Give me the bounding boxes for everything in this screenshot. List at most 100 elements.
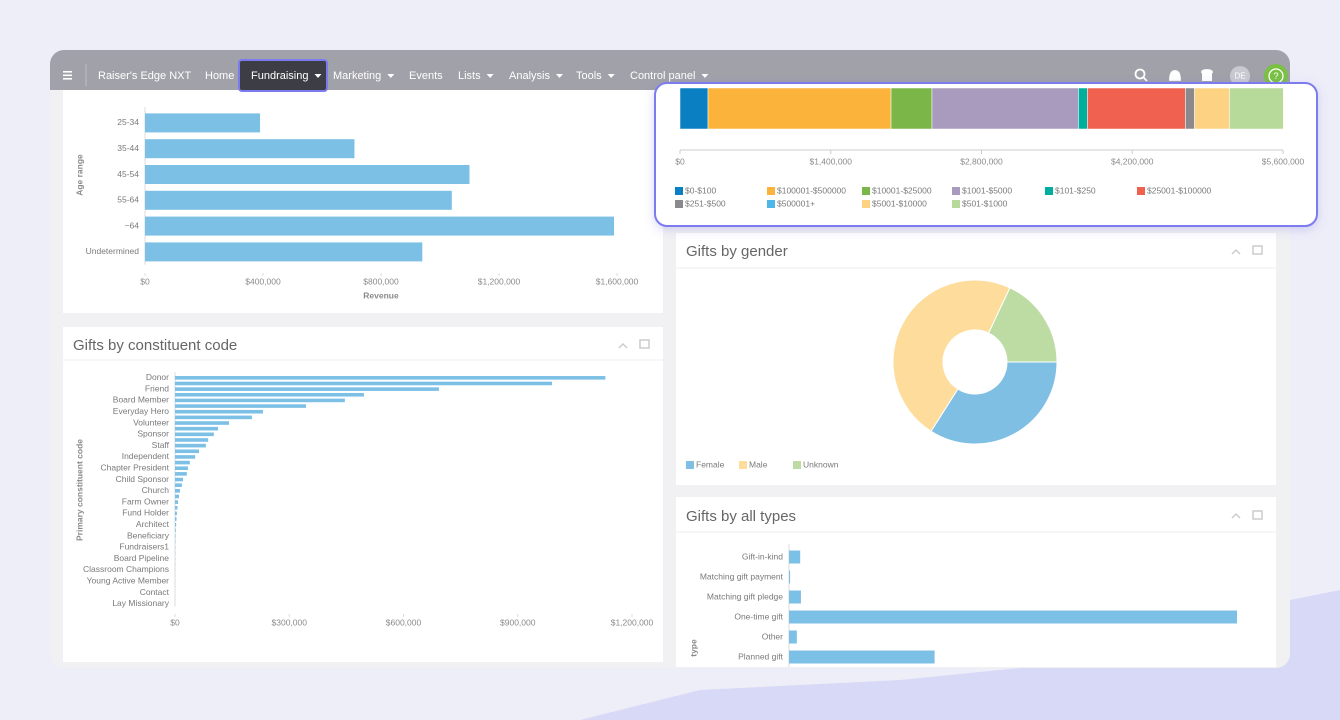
menu-icon[interactable] [63,71,72,80]
y-tick-label: Fund Holder [122,508,169,518]
legend-swatch [1137,187,1145,195]
y-tick-label: Child Sponsor [116,474,170,484]
y-tick-label: Friend [145,383,169,393]
legend-label: $101-$250 [1055,185,1096,195]
bar [175,489,180,493]
legend-label: $5001-$10000 [872,198,927,208]
nav-item[interactable]: Control panel [630,70,695,82]
bar [175,522,177,527]
x-tick-label: $0 [140,276,150,286]
nav-icons[interactable] [1134,68,1213,82]
panel [676,233,1276,485]
y-tick-label: Board Pipeline [114,553,170,563]
bar [145,216,615,236]
legend-swatch [1045,187,1053,195]
x-tick-label: $800,000 [363,276,399,286]
nav-item[interactable]: Lists [458,70,481,82]
panel-icons [618,245,1263,520]
y-tick-label: Farm Owner [122,496,169,506]
bar-segment [1194,87,1230,130]
legend-swatch [952,187,960,195]
legend-swatch [686,461,694,469]
bar [175,477,183,482]
y-tick-label: Contact [140,587,170,597]
x-tick-label: $4,200,000 [1111,156,1154,166]
bar [145,242,423,262]
nav-item[interactable]: Tools [576,70,602,82]
bar-segment [931,87,1079,130]
x-tick-label: $1,200,000 [611,617,654,627]
y-tick-label: Independent [122,451,170,461]
y-tick-label: Matching gift payment [700,571,784,581]
panel [676,497,1276,667]
y-tick-label: Volunteer [133,417,169,427]
x-tick-label: $1,200,000 [478,276,521,286]
legend-swatch [862,200,870,208]
nav-item[interactable]: Events [409,70,443,82]
bar [175,426,219,431]
bar [175,376,606,380]
panel-title: Gifts by gender [686,243,788,260]
bar [145,139,355,159]
legend-swatch [739,461,747,469]
bar [175,443,206,448]
pie-slice [892,279,1011,432]
x-tick-label: $1,400,000 [809,156,852,166]
avatar[interactable] [1230,66,1250,86]
legend-label: Unknown [803,459,839,469]
y-tick-label: Gift-in-kind [742,551,783,561]
legend-label: $1001-$5000 [962,185,1012,195]
bar-segment [1078,87,1088,130]
bar [175,404,307,408]
legend-swatch [675,187,683,195]
x-tick-label: $2,800,000 [960,156,1003,166]
x-tick-label: $5,600,000 [1262,156,1305,166]
bar [175,421,230,425]
legend-label: $100001-$500000 [777,185,846,195]
legend-label: $251-$500 [685,198,726,208]
bar-segment [1087,87,1186,130]
y-tick-label: Undetermined [86,246,140,256]
app-window: ? DE Raiser's Edge NXT Home Fundraising Ma… [50,50,1290,668]
dropdown-arrow [486,74,494,78]
nav-active [238,59,328,92]
y-tick-label: Lay Missionary [112,598,169,608]
bar [175,415,252,420]
dropdown-arrow [387,74,395,78]
x-tick-label: $900,000 [500,617,536,627]
nav-item[interactable]: Marketing [333,70,381,82]
x-tick-label: $0 [170,617,180,627]
legend-swatch [952,200,960,208]
bar [789,590,801,604]
bar [175,449,199,454]
y-tick-label: 35-44 [117,143,139,153]
y-tick-label: Staff [152,440,170,450]
bar [175,505,178,510]
nav-item[interactable]: Home [205,70,234,82]
panel-title: Gifts by all types [686,508,796,525]
legend-swatch [767,200,775,208]
bar [175,472,187,476]
bar [175,511,177,516]
dropdown-arrow [701,74,709,78]
bar [145,165,470,184]
bar [145,113,261,133]
y-axis-label: Primary constituent code [74,439,84,541]
y-tick-label: Beneficiary [127,530,170,540]
bar-segment [1185,87,1195,130]
nav-item[interactable]: Analysis [509,70,550,82]
legend-label: $10001-$25000 [872,185,932,195]
bar [175,534,176,538]
bar [175,528,176,533]
dropdown-arrow [607,74,615,78]
brand[interactable]: Raiser's Edge NXT [98,70,191,82]
bar [789,610,1237,624]
bar [175,500,179,504]
legend-label: Male [749,459,768,469]
y-axis-label: Age range [74,154,84,196]
x-tick-label: $300,000 [272,617,308,627]
nav-item[interactable]: Fundraising [251,70,308,82]
y-tick-label: Chapter President [100,462,169,472]
x-tick-label: $0 [675,156,685,166]
legend-label: $501-$1000 [962,198,1008,208]
